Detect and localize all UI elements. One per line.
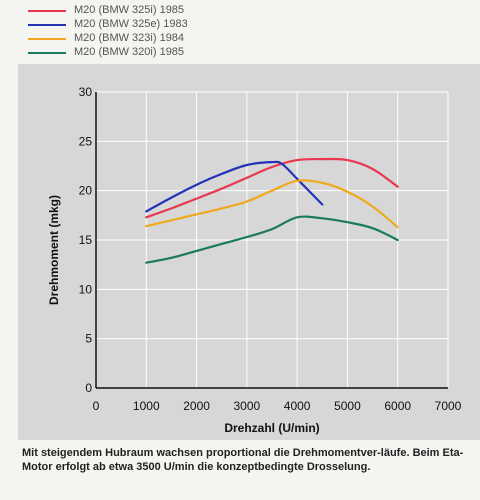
legend-label: M20 (BMW 323i) 1984 (74, 32, 185, 44)
y-axis-title: Drehmoment (mkg) (47, 195, 61, 305)
y-tick-label: 15 (79, 233, 93, 247)
legend-label: M20 (BMW 325i) 1985 (74, 4, 185, 16)
legend-item: M20 (BMW 325e) 1983 (28, 18, 288, 32)
x-tick-label: 3000 (234, 399, 261, 413)
x-tick-label: 7000 (435, 399, 462, 413)
series-line-1 (145, 157, 399, 219)
legend-swatch (28, 38, 66, 40)
x-tick-label: 2000 (183, 399, 210, 413)
chart-svg: 0 1000 2000 3000 4000 5000 6000 7000 0 5 10 15 20 25 3… (47, 85, 462, 435)
y-tick-label: 0 (85, 381, 92, 395)
series-line-3 (145, 179, 399, 229)
legend-swatch (28, 10, 66, 12)
series-line-4 (145, 215, 399, 264)
x-tick-label: 1000 (133, 399, 160, 413)
legend-item: M20 (BMW 323i) 1984 (28, 32, 288, 46)
y-tick-label: 30 (79, 85, 93, 99)
legend-item: M20 (BMW 320i) 1985 (28, 46, 288, 60)
legend-label: M20 (BMW 320i) 1985 (74, 46, 185, 58)
x-axis-title: Drehzahl (U/min) (224, 421, 319, 435)
plot-panel: 0 1000 2000 3000 4000 5000 6000 7000 0 5 10 15 20 25 3… (18, 64, 480, 440)
x-tick-label: 6000 (384, 399, 411, 413)
y-tick-label: 20 (79, 184, 93, 198)
chart-legend: M20 (BMW 325i) 1985 M20 (BMW 325e) 1983 M2… (28, 4, 328, 64)
x-tick-label: 5000 (334, 399, 361, 413)
legend-swatch (28, 52, 66, 54)
legend-item: M20 (BMW 325i) 1985 (28, 4, 288, 18)
y-tick-label: 10 (79, 282, 93, 296)
legend-label: M20 (BMW 325e) 1983 (74, 18, 188, 30)
x-tick-label: 4000 (284, 399, 311, 413)
series-line-2 (145, 160, 324, 213)
y-tick-label: 25 (79, 134, 93, 148)
y-tick-label: 5 (85, 332, 92, 346)
x-tick-label: 0 (93, 399, 100, 413)
legend-swatch (28, 24, 66, 26)
figure-caption: Mit steigendem Hubraum wachsen proportio… (22, 447, 464, 473)
